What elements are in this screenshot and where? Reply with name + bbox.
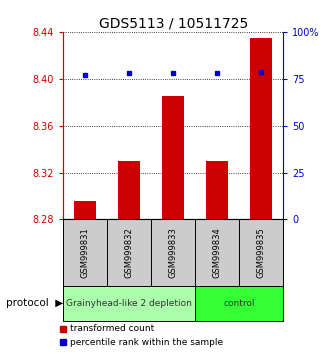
Text: GSM999832: GSM999832 (125, 227, 134, 278)
Bar (250, 38, 272, 219)
Title: GDS5113 / 10511725: GDS5113 / 10511725 (99, 17, 248, 31)
Text: GSM999835: GSM999835 (256, 227, 266, 278)
FancyBboxPatch shape (195, 286, 283, 321)
Text: Grainyhead-like 2 depletion: Grainyhead-like 2 depletion (66, 299, 192, 308)
Text: control: control (223, 299, 255, 308)
Bar (162, 96, 184, 219)
Text: GSM999834: GSM999834 (212, 227, 222, 278)
Bar (118, 161, 140, 219)
Bar (206, 161, 228, 219)
Text: GSM999833: GSM999833 (168, 227, 178, 278)
Text: protocol  ▶: protocol ▶ (6, 298, 63, 308)
Text: transformed count: transformed count (70, 324, 154, 333)
Text: percentile rank within the sample: percentile rank within the sample (70, 338, 223, 347)
FancyBboxPatch shape (63, 286, 195, 321)
Text: GSM999831: GSM999831 (81, 227, 90, 278)
Bar (74, 201, 96, 219)
